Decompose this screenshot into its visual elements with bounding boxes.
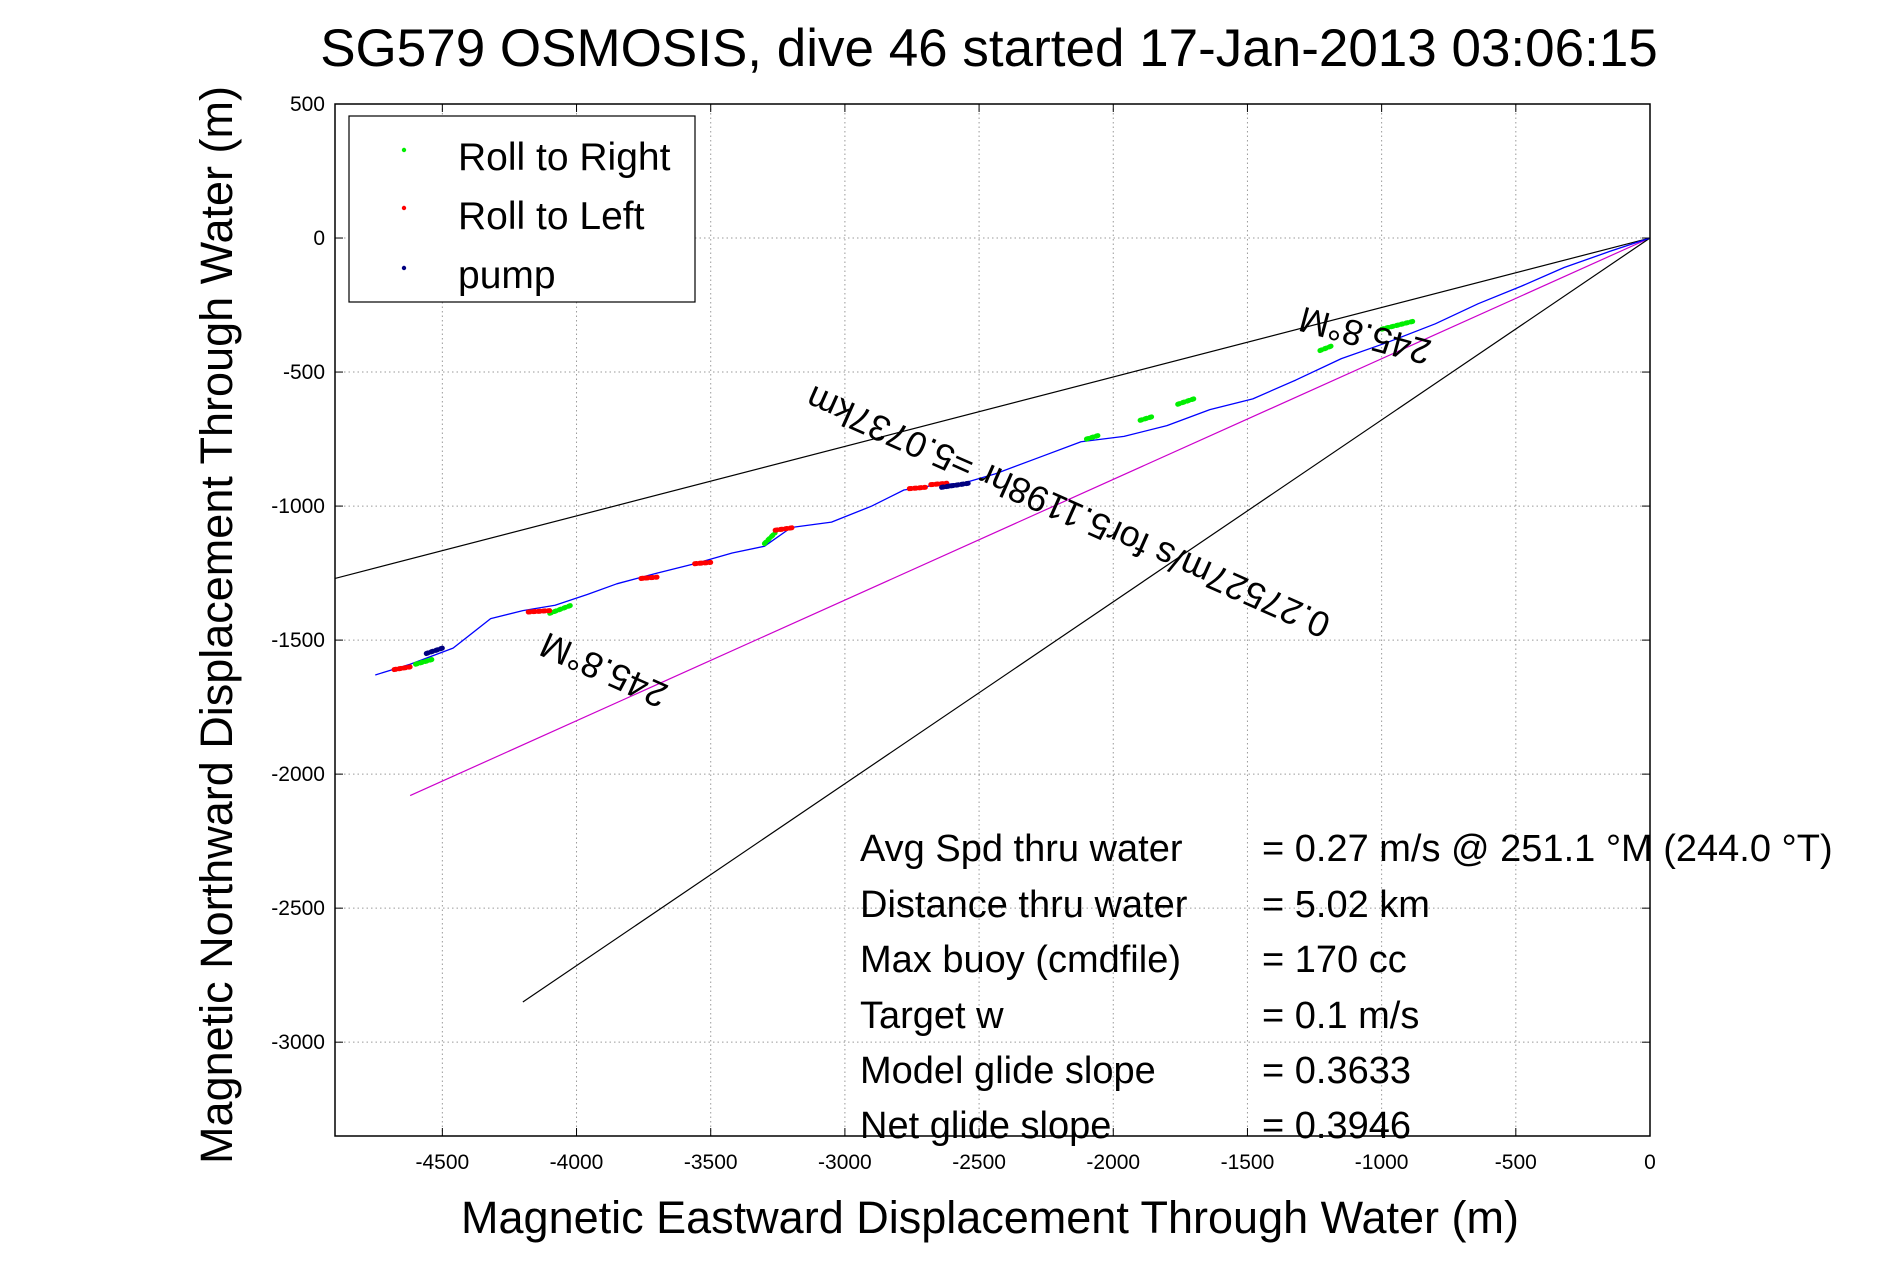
y-tick-label: 500 <box>290 93 325 116</box>
pump-marker <box>939 480 971 490</box>
x-tick-label: -3000 <box>818 1151 872 1174</box>
heading-line <box>409 237 1650 797</box>
grid <box>335 104 1650 1136</box>
stat-label: Model glide slope <box>860 1050 1156 1092</box>
legend-marker-roll-right <box>401 147 407 153</box>
y-tick-label: -1500 <box>271 629 325 652</box>
stat-value: = 0.3633 <box>1262 1050 1411 1092</box>
cone-upper-line <box>335 237 1650 580</box>
stat-value: = 0.27 m/s @ 251.1 °M (244.0 °T) <box>1262 828 1833 870</box>
x-tick-label: -2000 <box>1086 1151 1140 1174</box>
roll-left-marker <box>391 664 413 673</box>
stat-value: = 0.1 m/s <box>1262 995 1419 1037</box>
roll-left-marker <box>638 574 660 581</box>
legend-box <box>348 115 696 303</box>
stat-label: Avg Spd thru water <box>860 828 1183 870</box>
y-axis-label: Magnetic Northward Displacement Through … <box>191 86 242 1164</box>
y-tick-label: -500 <box>283 361 325 384</box>
roll-left-marker <box>525 608 553 615</box>
x-tick-label: -3500 <box>684 1151 738 1174</box>
legend: Roll to Right Roll to Left pump <box>348 115 696 303</box>
roll-right-marker <box>547 602 574 616</box>
legend-label-roll-left: Roll to Left <box>458 195 645 238</box>
legend-marker-pump <box>401 265 407 271</box>
cone-lines <box>335 237 1650 1003</box>
x-tick-label: -1000 <box>1355 1151 1409 1174</box>
roll-right-marker <box>413 656 437 667</box>
roll-right-marker <box>761 530 778 547</box>
x-tick-label: -2500 <box>952 1151 1006 1174</box>
legend-label-pump: pump <box>458 254 556 297</box>
stat-value: = 170 cc <box>1262 939 1407 981</box>
roll-right-marker <box>1317 342 1336 354</box>
x-ticks: -4500 -4000 -3500 -3000 -2500 -2000 -1500 -1000… <box>415 104 1656 1174</box>
roll-left-marker <box>772 525 797 533</box>
x-tick-label: -500 <box>1495 1151 1537 1174</box>
plot-frame <box>334 103 1651 1137</box>
stats-panel: Avg Spd thru water = 0.27 m/s @ 251.1 °M… <box>860 828 1833 1147</box>
legend-label-roll-right: Roll to Right <box>458 136 671 179</box>
cone-lower-line <box>522 237 1650 1003</box>
x-tick-label: 0 <box>1644 1151 1656 1174</box>
roll-left-marker <box>692 559 714 567</box>
legend-marker-roll-left <box>401 205 407 211</box>
roll-left-marker <box>906 484 928 492</box>
stat-value: = 5.02 km <box>1262 884 1430 926</box>
x-tick-label: -4000 <box>550 1151 604 1174</box>
roll-left-marker <box>928 480 950 488</box>
stat-label: Target w <box>860 995 1004 1037</box>
x-axis-label: Magnetic Eastward Displacement Through W… <box>461 1192 1519 1243</box>
marker-group <box>391 318 1417 673</box>
stat-label: Distance thru water <box>860 884 1188 926</box>
y-tick-label: -1000 <box>271 495 325 518</box>
y-tick-label: 0 <box>313 227 325 250</box>
y-tick-label: -2000 <box>271 763 325 786</box>
roll-right-marker <box>1137 413 1157 423</box>
stat-value: = 0.3946 <box>1262 1105 1411 1147</box>
roll-right-marker <box>1175 396 1197 407</box>
stat-label: Net glide slope <box>860 1105 1111 1147</box>
y-tick-label: -2500 <box>271 897 325 920</box>
y-ticks: 500 0 -500 -1000 -1500 -2000 -2500 -3000 <box>271 93 1650 1054</box>
stat-label: Max buoy (cmdfile) <box>860 939 1181 981</box>
chart-title: SG579 OSMOSIS, dive 46 started 17-Jan-20… <box>320 19 1658 78</box>
y-tick-label: -3000 <box>271 1031 325 1054</box>
x-tick-label: -4500 <box>415 1151 469 1174</box>
roll-right-marker <box>1083 432 1103 442</box>
x-tick-label: -1500 <box>1221 1151 1275 1174</box>
pump-marker <box>423 645 445 657</box>
roll-right-marker <box>1379 318 1417 332</box>
